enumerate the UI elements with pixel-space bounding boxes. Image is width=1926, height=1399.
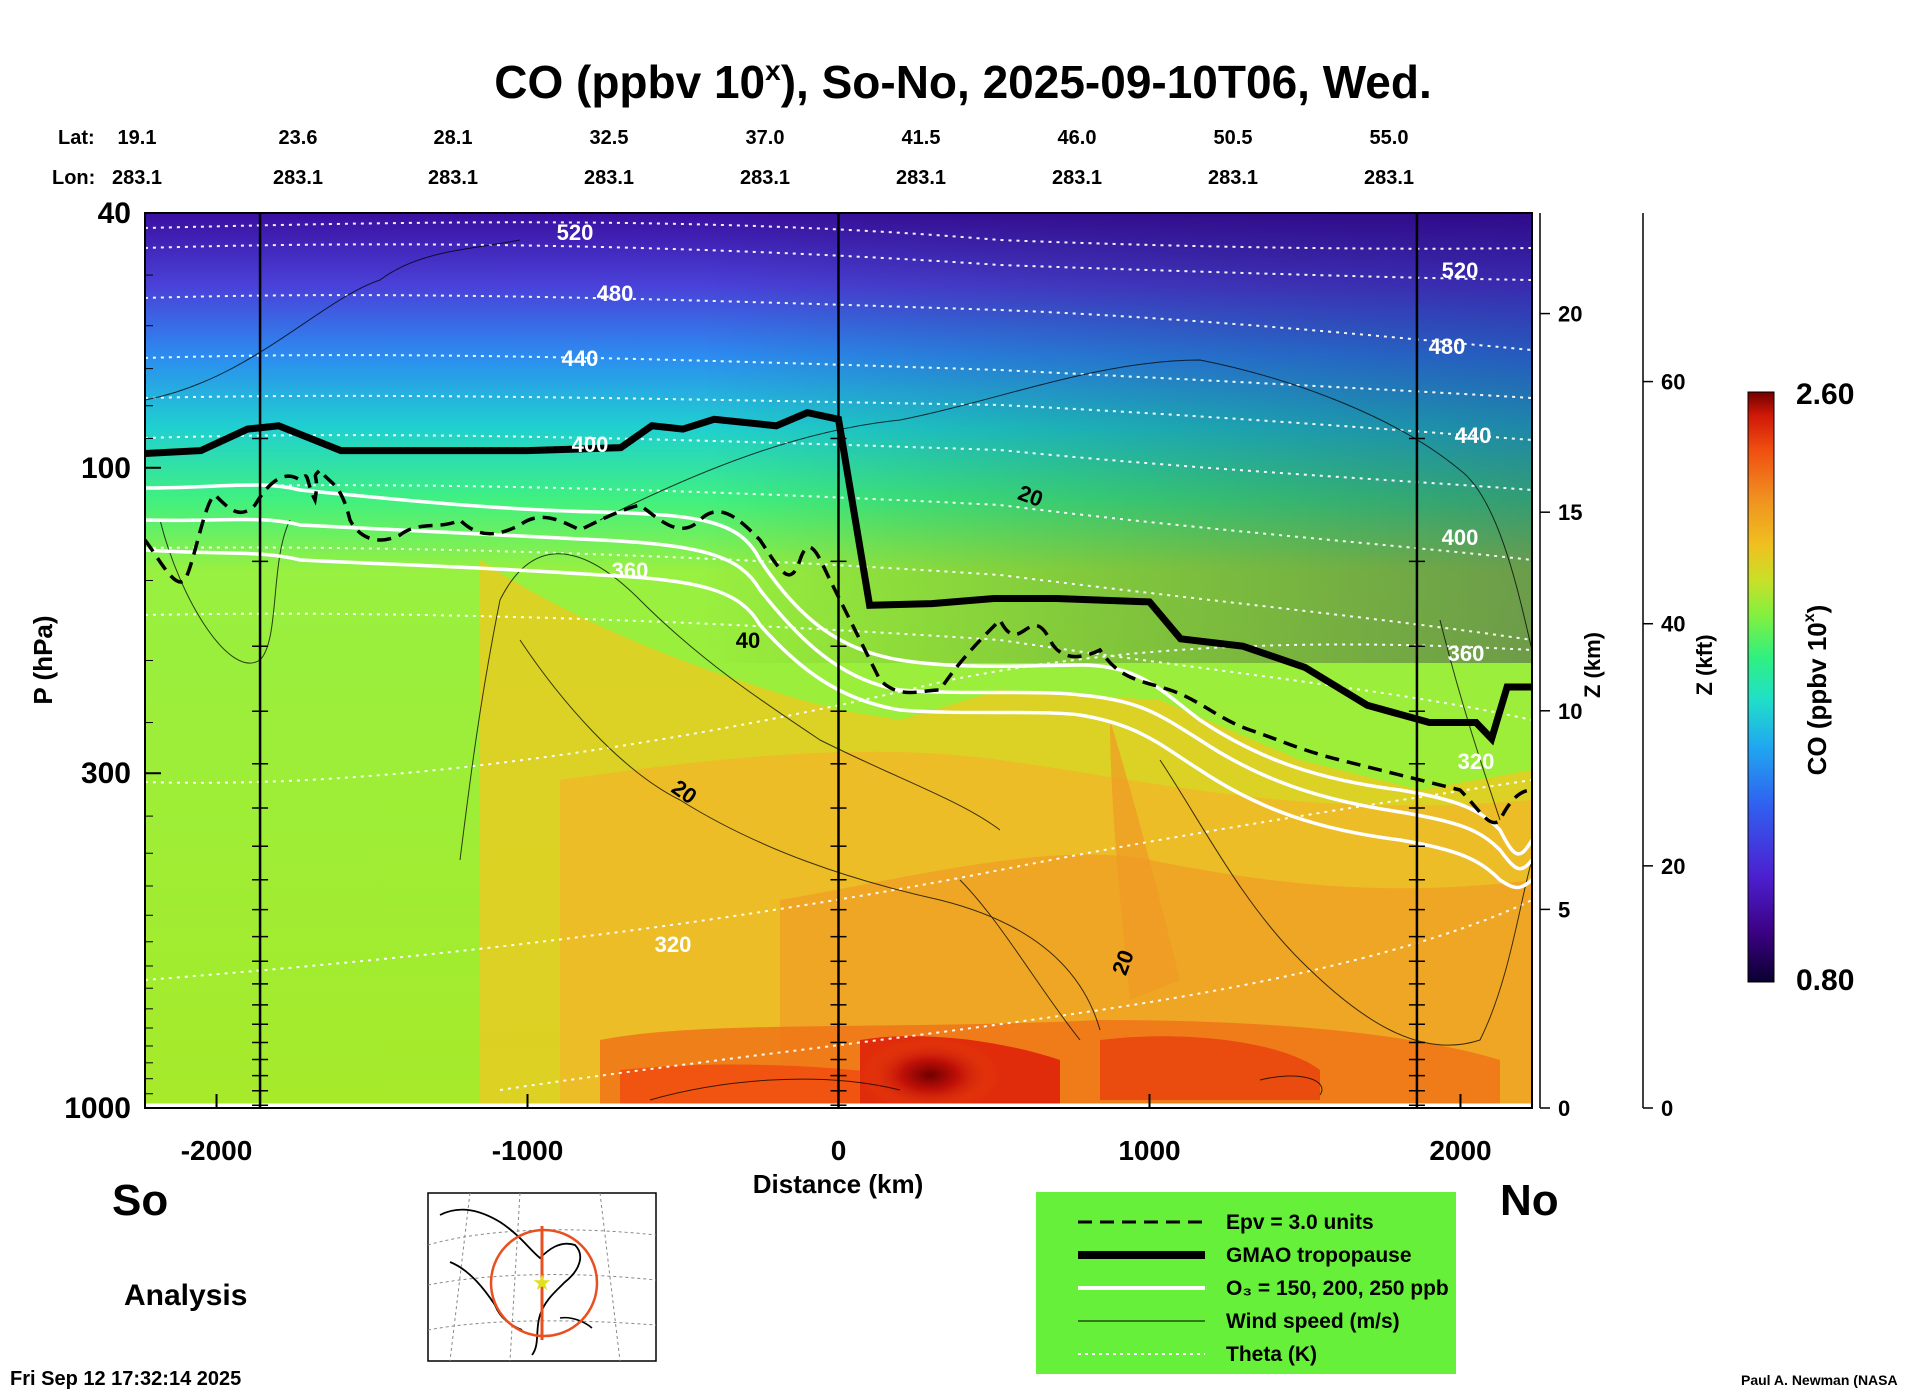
theta-contour-label: 440: [562, 346, 599, 371]
x-tick-label: 1000: [1118, 1135, 1180, 1166]
wind-contour-label: 40: [736, 628, 760, 653]
x-tick-label: -2000: [181, 1135, 253, 1166]
theta-contour-label: 400: [572, 432, 609, 457]
lon-value: 283.1: [584, 167, 634, 189]
timestamp: Fri Sep 12 17:32:14 2025: [10, 1368, 241, 1390]
theta-contour-label: 320: [1458, 749, 1495, 774]
z-km-tick-label: 15: [1558, 500, 1582, 525]
legend-label: Theta (K): [1226, 1343, 1317, 1366]
lon-value: 283.1: [1208, 167, 1258, 189]
x-tick-label: 2000: [1429, 1135, 1491, 1166]
lon-value: 283.1: [428, 167, 478, 189]
legend-label: Epv = 3.0 units: [1226, 1211, 1374, 1234]
colorbar: [1747, 391, 1775, 983]
theta-contour-label: 480: [1429, 334, 1466, 359]
lat-value: 50.5: [1214, 127, 1253, 149]
z-kft-tick-label: 0: [1661, 1096, 1673, 1121]
legend-label: O₃ = 150, 200, 250 ppb: [1226, 1277, 1449, 1300]
lat-value: 28.1: [434, 127, 473, 149]
legend-label: Wind speed (m/s): [1226, 1310, 1400, 1333]
lon-value: 283.1: [112, 167, 162, 189]
colorbar-max-label: 2.60: [1796, 378, 1854, 411]
credit: Paul A. Newman (NASA: [1741, 1372, 1898, 1388]
legend: Epv = 3.0 units GMAO tropopause O₃ = 150, …: [1036, 1192, 1456, 1374]
legend-item: Epv = 3.0 units: [1078, 1211, 1374, 1234]
lat-label: Lat:: [58, 127, 95, 149]
chart-title: CO (ppbv 10x), So-No, 2025-09-10T06, Wed…: [494, 55, 1432, 108]
north-label: No: [1500, 1176, 1559, 1225]
lat-value: 41.5: [902, 127, 941, 149]
south-label: So: [112, 1176, 168, 1225]
y-tick-label: 300: [81, 757, 131, 790]
z-km-axis-title: Z (km): [1580, 632, 1605, 698]
z-kft-tick-label: 40: [1661, 612, 1685, 637]
legend-item: O₃ = 150, 200, 250 ppb: [1078, 1277, 1449, 1300]
theta-contour-label: 520: [1442, 258, 1479, 283]
lon-value: 283.1: [273, 167, 323, 189]
lon-value: 283.1: [1364, 167, 1414, 189]
y-tick-label: 1000: [64, 1092, 131, 1125]
legend-label: GMAO tropopause: [1226, 1244, 1412, 1267]
gmao-tropopause-line: [145, 408, 1532, 746]
analysis-label: Analysis: [124, 1279, 247, 1312]
lon-label: Lon:: [52, 167, 95, 189]
lat-value: 55.0: [1370, 127, 1409, 149]
lat-value: 32.5: [590, 127, 629, 149]
z-km-tick-label: 10: [1558, 699, 1582, 724]
x-tick-label: 0: [831, 1135, 847, 1166]
lon-value: 283.1: [1052, 167, 1102, 189]
y-tick-label: 40: [98, 197, 131, 230]
z-km-tick-label: 0: [1558, 1096, 1570, 1121]
legend-item: Theta (K): [1078, 1343, 1317, 1366]
x-tick-label: -1000: [492, 1135, 564, 1166]
lat-value: 19.1: [118, 127, 157, 149]
z-kft-axis-title: Z (kft): [1692, 634, 1717, 695]
z-kft-tick-label: 20: [1661, 854, 1685, 879]
z-km-tick-label: 5: [1558, 897, 1570, 922]
theta-contour-label: 520: [557, 220, 594, 245]
theta-contour-label: 480: [597, 281, 634, 306]
lat-value: 37.0: [746, 127, 785, 149]
svg-text:★: ★: [532, 1270, 552, 1295]
inset-map: ★: [427, 1192, 657, 1362]
colorbar-min-label: 0.80: [1796, 964, 1854, 997]
colorbar-title: CO (ppbv 10x): [1801, 605, 1832, 776]
legend-item: Wind speed (m/s): [1078, 1310, 1400, 1333]
y-tick-label: 100: [81, 452, 131, 485]
x-axis-title: Distance (km): [753, 1169, 924, 1199]
lat-value: 23.6: [279, 127, 318, 149]
y-axis-title: P (hPa): [28, 615, 58, 704]
z-km-tick-label: 20: [1558, 302, 1582, 327]
theta-contour-label: 320: [655, 932, 692, 957]
theta-contour-label: 360: [612, 558, 649, 583]
z-kft-tick-label: 60: [1661, 370, 1685, 395]
theta-contour-label: 400: [1442, 525, 1479, 550]
lon-value: 283.1: [740, 167, 790, 189]
theta-contour-label: 440: [1455, 423, 1492, 448]
legend-item: GMAO tropopause: [1078, 1244, 1412, 1267]
theta-contour-label: 360: [1448, 641, 1485, 666]
lon-value: 283.1: [896, 167, 946, 189]
lat-value: 46.0: [1058, 127, 1097, 149]
